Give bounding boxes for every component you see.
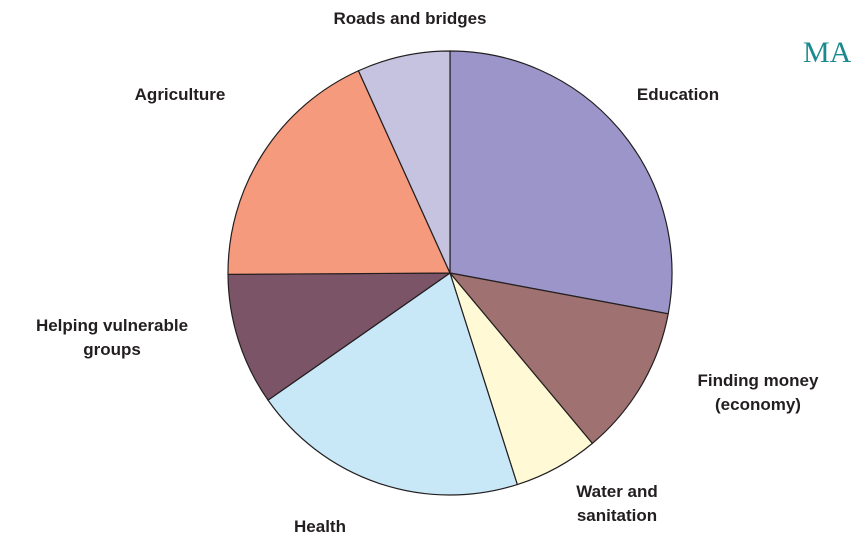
- slice-label-line: Agriculture: [135, 85, 226, 104]
- slice-label-line: sanitation: [577, 506, 657, 525]
- slice-label-line: Education: [637, 85, 719, 104]
- pie-labels: Education Finding money (economy) Water and…: [36, 9, 819, 536]
- slice-label-finding-money-economy: Finding money (economy): [698, 371, 819, 414]
- slice-label-health: Health: [294, 517, 346, 536]
- pie-slice-finding-money-economy: [449, 272, 669, 444]
- corner-logo-text: MA: [803, 36, 852, 69]
- slice-label-line: Helping vulnerable: [36, 316, 188, 335]
- pie-slice-helping-vulnerable-groups: [227, 272, 451, 401]
- slice-label-helping-vulnerable-groups: Helping vulnerable groups: [36, 316, 188, 359]
- pie-slice-education: [449, 50, 673, 315]
- slice-label-line: (economy): [715, 395, 801, 414]
- pie-slice-agriculture: [227, 70, 451, 275]
- slice-label-line: Water and: [576, 482, 658, 501]
- slice-label-line: Health: [294, 517, 346, 536]
- pie-slice-health: [267, 272, 518, 496]
- slice-label-line: Finding money: [698, 371, 819, 390]
- slice-label-education: Education: [637, 85, 719, 104]
- slice-label-agriculture: Agriculture: [135, 85, 226, 104]
- slice-label-line: groups: [83, 340, 141, 359]
- pie-slice-roads-and-bridges: [357, 50, 451, 274]
- slice-label-roads-and-bridges: Roads and bridges: [333, 9, 486, 28]
- slice-label-line: Roads and bridges: [333, 9, 486, 28]
- slice-label-water-and-sanitation: Water and sanitation: [576, 482, 658, 525]
- pie-slices: [227, 50, 673, 496]
